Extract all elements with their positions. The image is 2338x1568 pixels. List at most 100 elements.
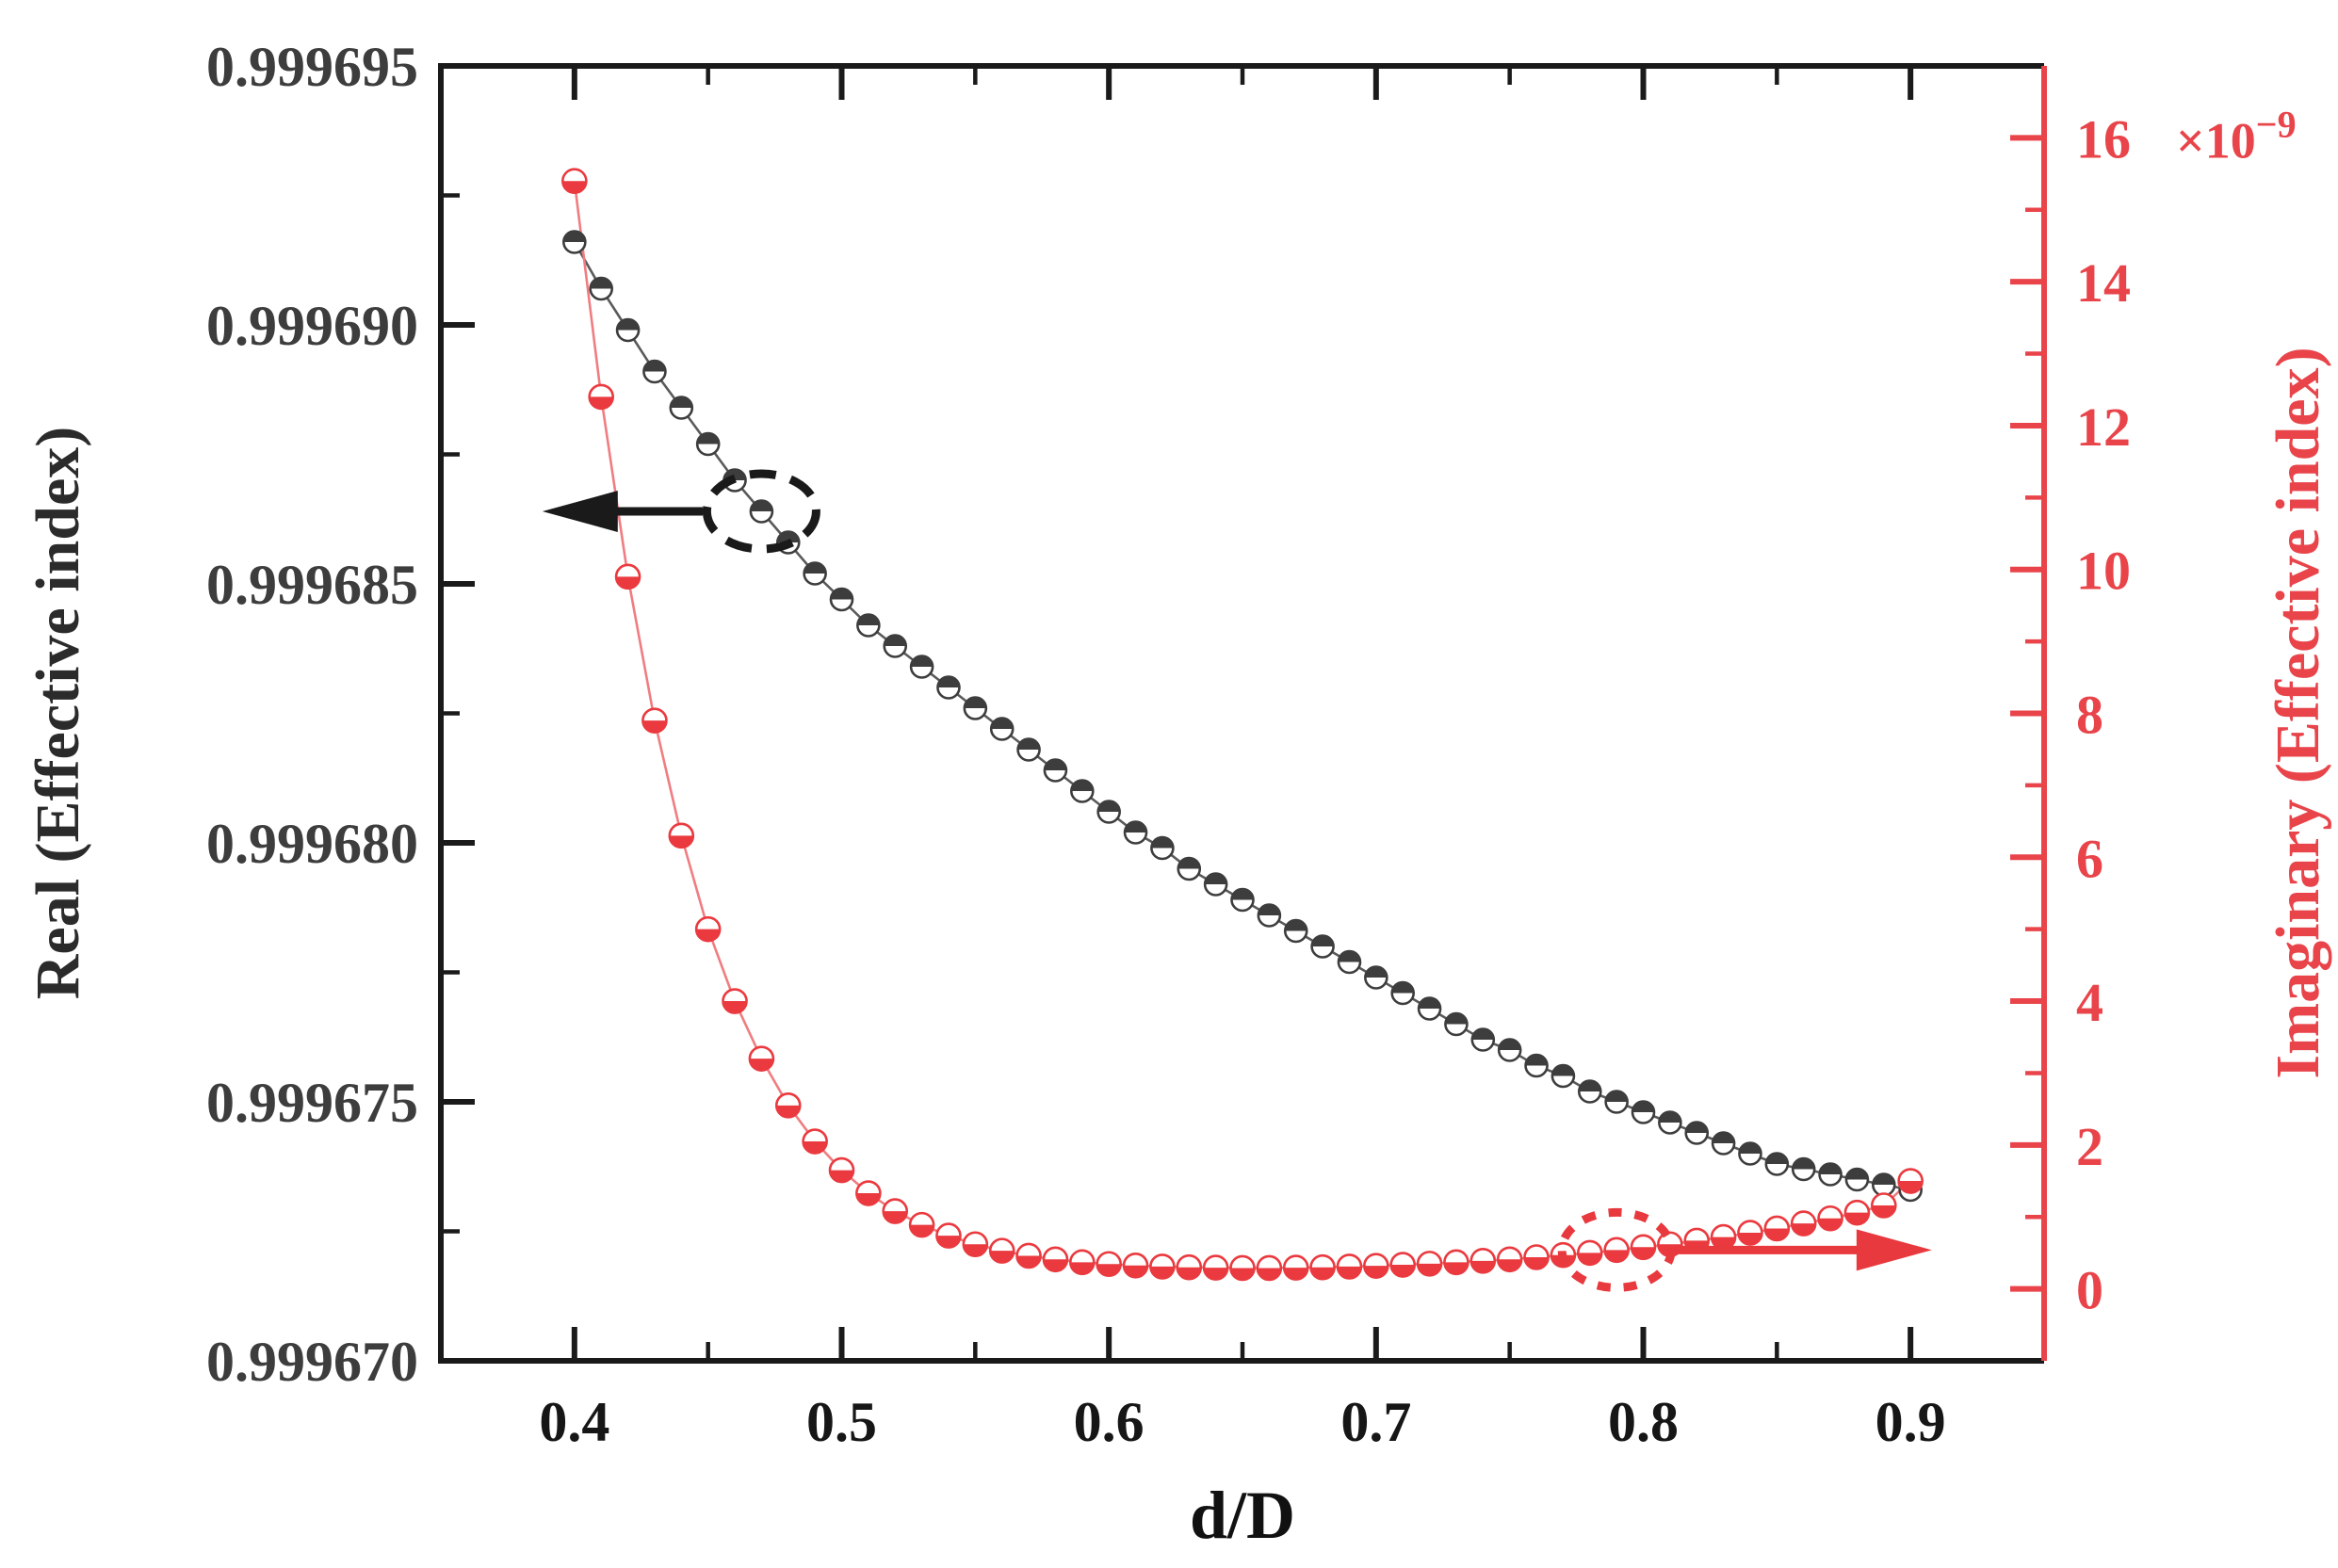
- data-point-half-fill: [1498, 1259, 1522, 1271]
- right-tick-label: 6: [2076, 828, 2103, 889]
- imag-axis-pointer-ellipse: [1557, 1207, 1676, 1292]
- data-point-half-fill: [831, 589, 852, 600]
- data-point-half-fill: [1204, 1268, 1228, 1280]
- data-point-half-fill: [963, 1244, 987, 1256]
- data-point-half-fill: [1418, 1263, 1442, 1276]
- data-point-half-fill: [617, 319, 640, 331]
- left-tick-label: 0.999670: [206, 1331, 418, 1393]
- data-point-half-fill: [643, 361, 666, 372]
- data-point-half-fill: [1257, 1268, 1281, 1280]
- data-point-half-fill: [1097, 800, 1120, 812]
- data-point-half-fill: [964, 697, 986, 708]
- data-point-half-fill: [776, 1105, 801, 1118]
- data-point-half-fill: [1765, 1153, 1788, 1164]
- data-point-half-fill: [910, 1224, 934, 1237]
- data-point-half-fill: [1419, 997, 1441, 1009]
- data-point-half-fill: [723, 1001, 747, 1013]
- data-point-half-fill: [1150, 1266, 1175, 1279]
- data-point-half-fill: [830, 1170, 853, 1183]
- data-point-half-fill: [670, 396, 692, 408]
- data-point-half-fill: [1231, 889, 1254, 900]
- right-axis-multiplier: ×10−9: [2176, 103, 2297, 169]
- data-point-half-fill: [1205, 873, 1227, 884]
- x-tick-label: 0.4: [539, 1391, 609, 1453]
- right-tick-label: 14: [2076, 252, 2131, 314]
- right-tick-label: 10: [2076, 541, 2131, 602]
- data-point-half-fill: [1016, 1255, 1041, 1268]
- data-point-half-fill: [1499, 1039, 1521, 1050]
- series-markers-real: [562, 230, 1923, 1203]
- left-tick-label: 0.999695: [206, 36, 418, 98]
- data-point-half-fill: [750, 500, 772, 511]
- data-point-half-fill: [749, 1059, 773, 1071]
- data-point-half-fill: [884, 635, 906, 646]
- data-point-half-fill: [1524, 1257, 1549, 1269]
- data-point-half-fill: [1818, 1218, 1843, 1231]
- data-point-half-fill: [1659, 1111, 1681, 1123]
- data-point-half-fill: [1632, 1247, 1655, 1259]
- x-tick-label: 0.8: [1608, 1391, 1679, 1453]
- data-point-half-fill: [1685, 1122, 1708, 1133]
- data-point-half-fill: [777, 531, 800, 542]
- left-tick-label: 0.999680: [206, 813, 418, 875]
- data-point-half-fill: [1793, 1158, 1815, 1170]
- x-tick-label: 0.6: [1074, 1391, 1145, 1453]
- x-tick-label: 0.7: [1340, 1391, 1411, 1453]
- data-point-half-fill: [1551, 1065, 1574, 1076]
- data-point-half-fill: [1310, 1267, 1335, 1280]
- data-point-half-fill: [1444, 1262, 1469, 1274]
- data-point-half-fill: [1230, 1268, 1255, 1280]
- series-markers-imag: [561, 168, 1924, 1282]
- data-point-half-fill: [697, 433, 720, 445]
- right-tick-label: 12: [2076, 396, 2131, 458]
- data-point-half-fill: [1125, 821, 1147, 832]
- data-point-half-fill: [1124, 1265, 1148, 1278]
- real-axis-pointer-arrow-head: [542, 491, 618, 532]
- data-point-half-fill: [1525, 1055, 1548, 1066]
- data-point-half-fill: [1096, 1264, 1121, 1276]
- data-point-half-fill: [1713, 1132, 1735, 1143]
- right-tick-label: 8: [2076, 685, 2103, 746]
- data-point-half-fill: [1151, 837, 1174, 849]
- right-tick-label: 0: [2076, 1260, 2103, 1321]
- data-point-half-fill: [1471, 1028, 1494, 1040]
- data-point-half-fill: [1898, 1181, 1923, 1193]
- data-point-half-fill: [1284, 1268, 1308, 1280]
- data-point-half-fill: [990, 1251, 1015, 1263]
- data-point-half-fill: [589, 396, 613, 409]
- right-tick-label: 16: [2076, 108, 2131, 170]
- data-point-half-fill: [1632, 1101, 1654, 1112]
- data-point-half-fill: [1764, 1228, 1789, 1240]
- data-point-half-fill: [1579, 1080, 1601, 1091]
- data-point-half-fill: [1605, 1091, 1628, 1102]
- data-point-half-fill: [803, 1141, 827, 1154]
- data-point-half-fill: [669, 835, 693, 848]
- data-point-half-fill: [991, 718, 1014, 729]
- data-point-half-fill: [1311, 935, 1334, 946]
- data-point-half-fill: [1337, 1266, 1361, 1279]
- left-tick-label: 0.999675: [206, 1072, 418, 1134]
- data-point-half-fill: [616, 576, 641, 589]
- data-point-half-fill: [1177, 1267, 1201, 1280]
- x-tick-label: 0.9: [1875, 1391, 1946, 1453]
- series-line-imag: [573, 181, 1912, 1269]
- data-point-half-fill: [1044, 759, 1066, 770]
- data-point-half-fill: [1873, 1173, 1895, 1185]
- data-point-half-fill: [1872, 1205, 1896, 1218]
- data-point-half-fill: [1844, 1212, 1869, 1225]
- data-point-half-fill: [1819, 1163, 1842, 1174]
- data-point-half-fill: [1365, 966, 1388, 978]
- data-point-half-fill: [563, 231, 586, 242]
- data-point-half-fill: [1017, 738, 1040, 750]
- data-point-half-fill: [1445, 1013, 1468, 1025]
- data-point-half-fill: [1578, 1253, 1602, 1265]
- data-point-half-fill: [1258, 904, 1280, 915]
- data-point-half-fill: [1792, 1223, 1816, 1236]
- right-tick-label: 2: [2076, 1116, 2103, 1177]
- data-point-half-fill: [857, 614, 880, 625]
- data-point-half-fill: [1470, 1260, 1495, 1273]
- left-tick-label: 0.999690: [206, 295, 418, 357]
- data-point-half-fill: [1604, 1250, 1629, 1262]
- data-point-half-fill: [804, 562, 826, 574]
